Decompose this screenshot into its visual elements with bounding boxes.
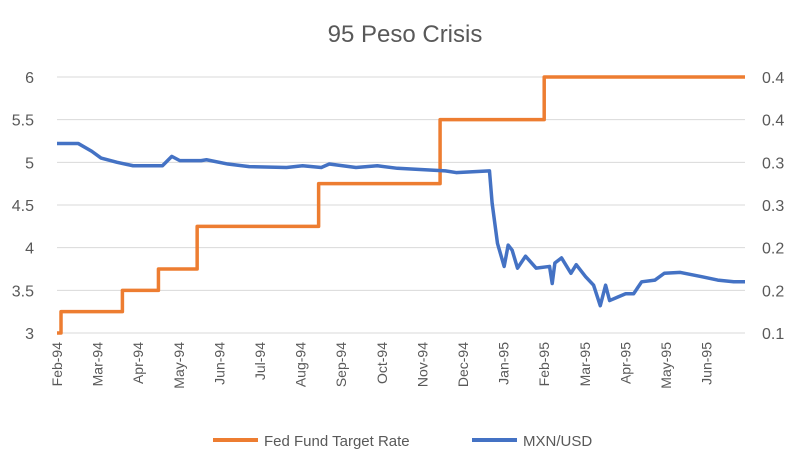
x-tick-label: Feb-94	[49, 342, 65, 387]
x-tick-label: Dec-94	[455, 342, 471, 387]
series-lines	[57, 75, 745, 335]
y-axis-right: 0.1 0.2 0.2 0.3 0.3 0.4 0.4	[762, 70, 784, 343]
x-tick-label: May-94	[171, 342, 187, 389]
y-left-tick-label: 4.5	[12, 198, 34, 215]
y-left-tick-label: 3	[25, 326, 34, 343]
x-tick-label: Oct-94	[374, 342, 390, 384]
y-right-tick-label: 0.3	[762, 155, 784, 172]
legend-label-mxn-usd: MXN/USD	[523, 433, 592, 450]
y-right-tick-label: 0.1	[762, 326, 784, 343]
x-tick-label: Sep-94	[333, 342, 349, 387]
y-right-tick-label: 0.4	[762, 70, 784, 87]
y-left-tick-label: 5.5	[12, 113, 34, 130]
x-tick-label: Jan-95	[496, 342, 512, 385]
y-right-tick-label: 0.2	[762, 241, 784, 258]
y-right-tick-label: 0.3	[762, 198, 784, 215]
series-line-mxn-usd	[57, 141, 745, 308]
x-tick-label: Aug-94	[293, 342, 309, 387]
y-left-tick-label: 5	[25, 155, 34, 172]
x-tick-label: Apr-94	[130, 342, 146, 384]
x-tick-label: Mar-94	[90, 342, 106, 387]
legend-label-fed-rate: Fed Fund Target Rate	[264, 433, 410, 450]
y-left-tick-label: 6	[25, 70, 34, 87]
x-tick-label: Apr-95	[617, 342, 633, 384]
legend: Fed Fund Target Rate MXN/USD	[213, 433, 592, 450]
x-tick-label: Jun-95	[699, 342, 715, 385]
x-tick-label: Mar-95	[577, 342, 593, 387]
gridlines	[57, 76, 745, 334]
y-axis-left: 3 3.5 4 4.5 5 5.5 6	[12, 70, 34, 343]
chart-title: 95 Peso Crisis	[328, 21, 483, 48]
y-left-tick-label: 4	[25, 241, 34, 258]
y-left-tick-label: 3.5	[12, 283, 34, 300]
x-tick-label: May-95	[658, 342, 674, 389]
x-tick-label: Jun-94	[211, 342, 227, 385]
x-tick-label: Jul-94	[252, 342, 268, 380]
x-axis: Feb-94 Mar-94 Apr-94 May-94 Jun-94 Jul-94 Aug-…	[49, 342, 715, 389]
y-right-tick-label: 0.2	[762, 283, 784, 300]
x-tick-label: Feb-95	[536, 342, 552, 387]
x-tick-label: Nov-94	[414, 342, 430, 387]
series-line-fed-rate	[57, 75, 745, 335]
y-right-tick-label: 0.4	[762, 113, 784, 130]
